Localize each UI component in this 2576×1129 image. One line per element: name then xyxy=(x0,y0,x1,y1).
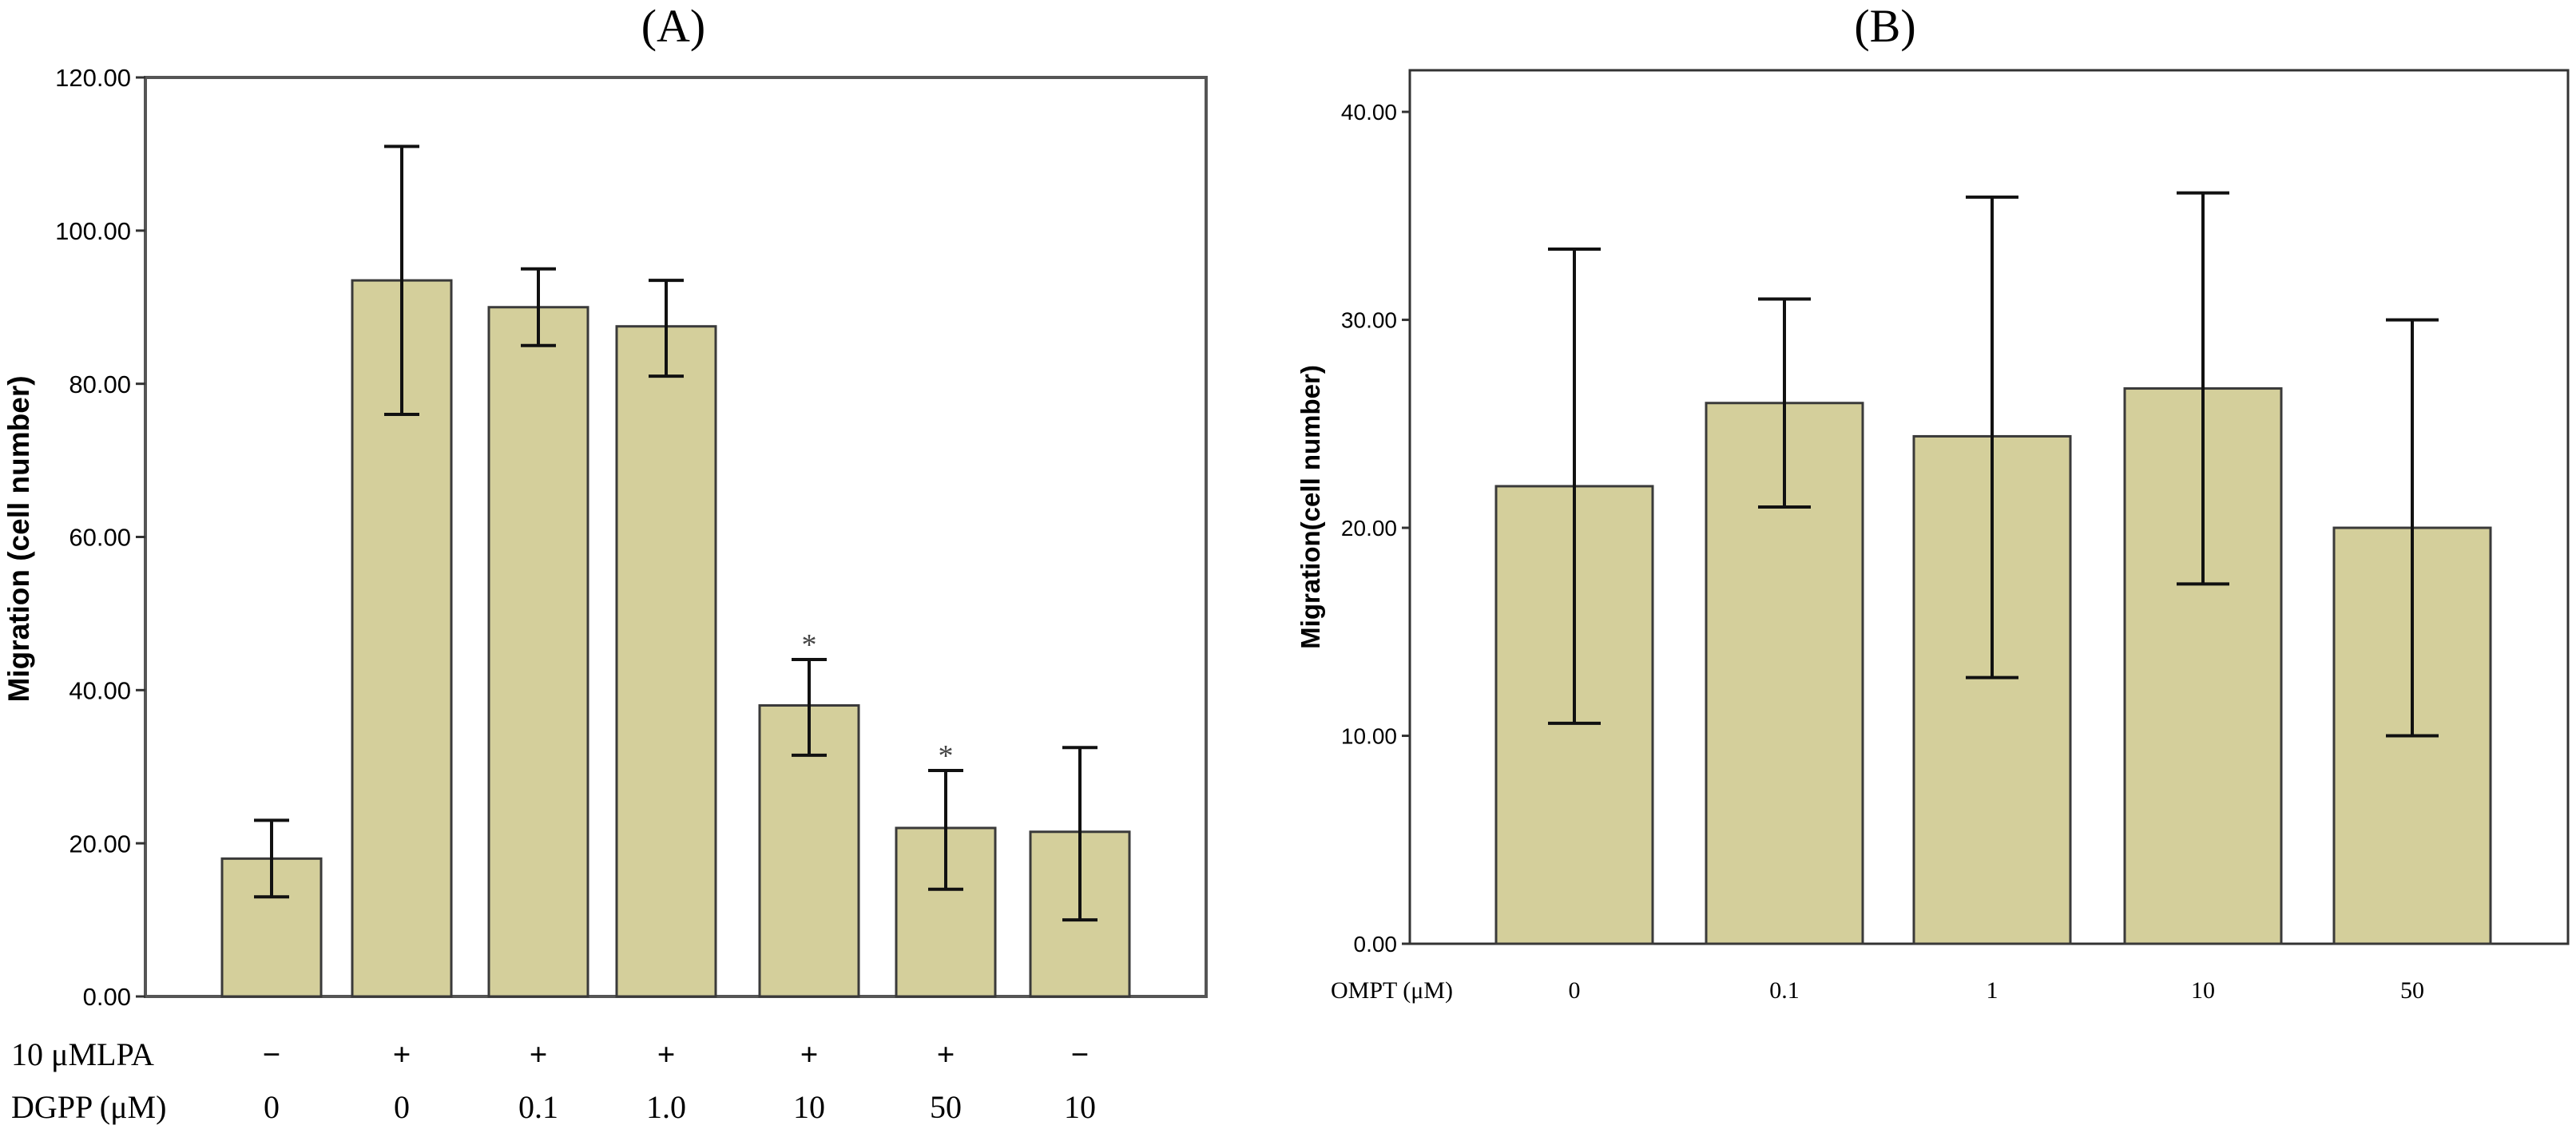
panel-a-bars xyxy=(220,279,1131,998)
dgpp-row-value: 1.0 xyxy=(646,1089,686,1125)
panel-a-error-bar xyxy=(1062,746,1097,922)
panel-a-error-bar xyxy=(792,657,827,757)
panel-a: (A) Migration (cell number) 0.00 20.00 40.… xyxy=(2,0,1208,1125)
panel-a-annotations: ** xyxy=(802,628,954,773)
dgpp-row-value: 10 xyxy=(1064,1089,1096,1125)
panel-b-error-bar xyxy=(1548,248,1601,725)
panel-b-x-tick-label: 50 xyxy=(2400,977,2424,1004)
panel-a-y-tick-label: 80.00 xyxy=(69,370,131,398)
panel-b-error-bar xyxy=(1966,195,2018,679)
dgpp-row-value: 50 xyxy=(930,1089,962,1125)
panel-b-title: (B) xyxy=(1854,0,1915,52)
panel-a-y-tick-label: 120.00 xyxy=(55,64,131,92)
panel-a-y-tick-label: 20.00 xyxy=(69,830,131,858)
panel-b-error-bar xyxy=(2386,318,2439,738)
panel-a-error-bar xyxy=(384,145,419,417)
lpa-row-value: − xyxy=(1071,1036,1090,1072)
panel-b-y-tick-label: 20.00 xyxy=(1341,516,1397,541)
panel-b-y-ticks: 0.00 10.00 20.00 30.00 40.00 xyxy=(1341,100,1410,957)
panel-a-error-bar xyxy=(254,818,289,899)
lpa-row-value: + xyxy=(657,1036,676,1072)
panel-b: (B) Migration(cell number) 0.00 10.00 20.0… xyxy=(1296,0,2570,1004)
panel-a-error-bar xyxy=(649,279,684,378)
panel-a-y-tick-label: 60.00 xyxy=(69,524,131,552)
panel-b-x-tick-label: 0 xyxy=(1569,977,1581,1004)
panel-b-error-bar xyxy=(1758,297,1811,509)
panel-b-x-axis-label: OMPT (μM) xyxy=(1331,977,1453,1004)
panel-b-y-tick-label: 10.00 xyxy=(1341,724,1397,749)
panel-a-title: (A) xyxy=(641,0,706,52)
panel-a-error-bar xyxy=(521,267,556,347)
dgpp-row-values: 0 0 0.1 1.0 10 50 10 xyxy=(264,1089,1096,1125)
lpa-row-value: + xyxy=(530,1036,548,1072)
panel-a-y-axis-label: Migration (cell number) xyxy=(2,375,35,702)
panel-a-error-bar xyxy=(928,769,963,891)
lpa-row-values: − + + + + + − xyxy=(263,1036,1090,1072)
panel-b-x-tick-labels: 0 0.1 1 10 50 xyxy=(1569,977,2425,1004)
significance-asterisk: * xyxy=(802,628,817,662)
panel-b-error-bars xyxy=(1548,191,2439,738)
dgpp-row-value: 10 xyxy=(793,1089,825,1125)
lpa-row-value: + xyxy=(800,1036,819,1072)
panel-b-y-axis-label: Migration(cell number) xyxy=(1296,365,1325,649)
panel-a-y-ticks: 0.00 20.00 40.00 60.00 80.00 100.00 120.00 xyxy=(55,64,145,1011)
panel-b-x-tick-label: 1 xyxy=(1987,977,1998,1004)
panel-a-y-tick-label: 40.00 xyxy=(69,676,131,704)
panel-b-y-tick-label: 0.00 xyxy=(1354,932,1398,957)
panel-b-y-tick-label: 40.00 xyxy=(1341,100,1397,125)
dgpp-row-value: 0 xyxy=(394,1089,410,1125)
lpa-row-label: 10 μMLPA xyxy=(11,1036,154,1072)
lpa-row-value: − xyxy=(263,1036,281,1072)
panel-b-error-bar xyxy=(2177,191,2229,586)
panel-a-y-tick-label: 100.00 xyxy=(55,217,131,245)
panel-b-x-tick-label: 0.1 xyxy=(1769,977,1800,1004)
dgpp-row-value: 0.1 xyxy=(518,1089,558,1125)
panel-b-y-tick-label: 30.00 xyxy=(1341,308,1397,333)
significance-asterisk: * xyxy=(939,739,954,773)
panel-b-x-tick-label: 10 xyxy=(2191,977,2215,1004)
dgpp-row-value: 0 xyxy=(264,1089,280,1125)
lpa-row-value: + xyxy=(393,1036,411,1072)
panel-a-bar xyxy=(487,306,589,998)
panel-a-bar xyxy=(615,325,717,998)
panel-a-y-tick-label: 0.00 xyxy=(83,983,131,1011)
dgpp-row-label: DGPP (μM) xyxy=(11,1089,166,1125)
lpa-row-value: + xyxy=(937,1036,955,1072)
panel-a-error-bars xyxy=(254,145,1097,922)
